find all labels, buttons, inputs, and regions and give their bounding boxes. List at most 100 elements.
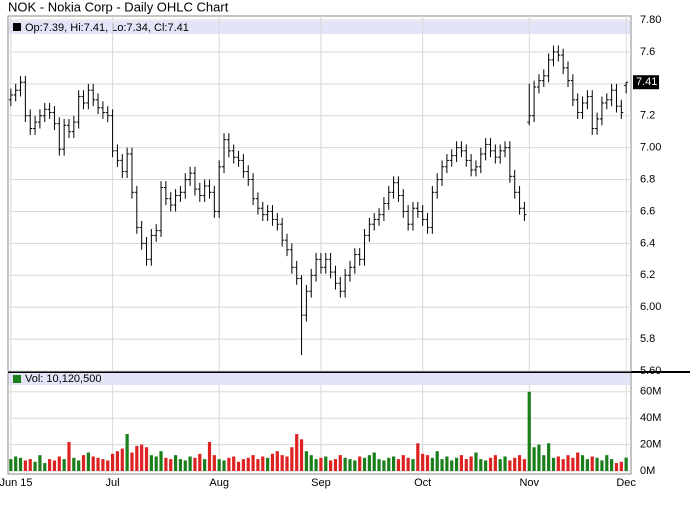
volume-bar [503,456,507,471]
volume-bar [406,457,410,471]
volume-bar [86,452,90,471]
volume-bar [396,459,401,471]
volume-bar [343,457,347,471]
volume-bar [149,455,153,471]
volume-bar [280,455,284,471]
volume-bar [387,457,391,471]
volume-bar [28,459,32,471]
volume-bar [367,455,371,471]
price-legend: Op:7.39, Hi:7.41, Lo:7.34, Cl:7.41 [25,22,189,34]
volume-bar [513,457,517,471]
volume-bar [62,459,66,471]
volume-bar [52,460,57,471]
y-tick-label: 5.8 [640,333,655,345]
volume-bar [212,455,216,471]
volume-bar [445,456,449,471]
y-tick-label: 7.00 [640,142,661,154]
volume-bar [110,453,115,471]
volume-bar [91,456,95,471]
volume-bar [173,455,178,471]
volume-bar [309,455,313,471]
x-tick-label: Sep [311,477,331,489]
volume-bar [522,459,527,471]
volume-bar [474,452,478,471]
volume-bar [362,457,367,471]
volume-bar [120,448,124,471]
volume-bar [57,456,61,471]
volume-bar [232,456,236,471]
volume-bar [576,452,580,471]
volume-bar [566,455,570,471]
volume-bar [450,460,454,471]
volume-bar [169,459,173,471]
volume-bar [508,460,512,471]
volume-bar [580,455,585,471]
volume-bar [377,459,381,471]
volume-bar [517,455,522,471]
volume-bar [144,447,149,471]
y-tick-label: 0M [640,465,655,477]
y-tick-label: 20M [640,439,661,451]
chart-title: NOK - Nokia Corp - Daily OHLC Chart [8,0,229,14]
volume-bar [353,460,357,471]
volume-bar [101,459,105,471]
volume-bar [33,461,37,471]
last-price-label: 7.41 [636,76,657,88]
volume-bar [537,444,541,471]
volume-bar [469,456,473,471]
volume-bar [270,453,275,471]
volume-bar [246,457,250,471]
volume-bar [348,459,352,471]
volume-bar [295,434,299,471]
volume-bar [198,453,202,471]
volume-bar [556,456,560,471]
volume-bar [106,460,110,471]
y-tick-label: 5.60 [640,365,661,377]
volume-bar [493,455,497,471]
volume-bar [67,441,71,471]
volume-bar [411,459,415,471]
y-tick-label: 6.8 [640,173,655,185]
x-tick-label: Dec [616,477,636,489]
volume-bar [435,451,439,471]
volume-bar [324,456,328,471]
volume-bar [551,457,556,471]
volume-bar [329,460,333,471]
y-tick-label: 7.2 [640,110,655,122]
volume-bar [532,447,536,471]
volume-bar [304,451,308,471]
volume-bar [275,451,279,471]
volume-bar [605,455,609,471]
volume-bar [207,441,212,471]
volume-bar [164,457,168,471]
volume-bar [595,457,599,471]
volume-bar [125,434,129,471]
volume-bar [23,460,27,471]
volume-bar [130,452,134,471]
volume-legend-swatch [13,375,21,383]
y-tick-label: 6.6 [640,205,655,217]
volume-bar [401,455,405,471]
y-tick-label: 6.2 [640,269,655,281]
volume-bar [571,457,575,471]
x-tick-label: Nov [519,477,539,489]
volume-bar [610,459,614,471]
volume-bar [333,459,338,471]
volume-bar [266,457,270,471]
volume-legend: Vol: 10,120,500 [25,373,101,385]
volume-bar [561,459,565,471]
volume-bar [72,457,76,471]
volume-bar [416,443,420,471]
volume-bar [372,452,376,471]
volume-bar [498,459,502,471]
volume-bar [256,459,260,471]
volume-bar [222,460,226,471]
volume-bar [614,463,619,471]
volume-bar [479,459,483,471]
volume-bar [542,455,546,471]
y-tick-label: 6.00 [640,301,661,313]
volume-bar [600,460,604,471]
volume-bar [585,459,589,471]
y-tick-label: 6.4 [640,237,655,249]
